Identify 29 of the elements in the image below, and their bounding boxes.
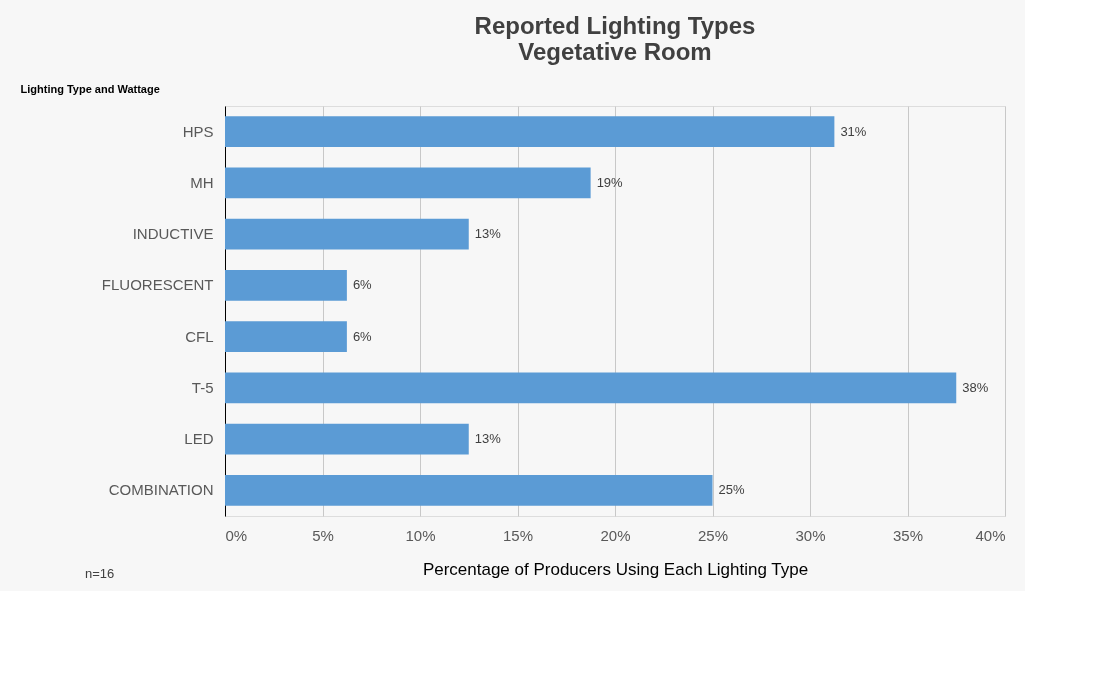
x-tick-label: 25% bbox=[697, 526, 729, 544]
x-tick-label: 35% bbox=[892, 526, 924, 544]
x-tick-label: 30% bbox=[795, 526, 826, 544]
data-label: 13% bbox=[474, 431, 502, 447]
x-tick-label: 5% bbox=[312, 526, 334, 544]
x-tick-label: 40% bbox=[975, 526, 1006, 544]
y-tick-label: INDUCTIVE bbox=[132, 225, 214, 243]
y-tick-label: HPS bbox=[182, 122, 214, 140]
data-label: 6% bbox=[352, 277, 373, 293]
data-label: 6% bbox=[352, 328, 373, 344]
text: n=16 bbox=[85, 566, 115, 581]
chart-title: Reported Lighting Types Vegetative Room bbox=[474, 12, 756, 65]
x-tick-label: 20% bbox=[600, 526, 631, 544]
x-tick-label: 10% bbox=[405, 526, 436, 544]
data-label: 25% bbox=[718, 482, 745, 498]
y-tick-label: MH bbox=[190, 173, 214, 191]
data-label: 38% bbox=[962, 379, 989, 395]
y-tick-label: CFL bbox=[185, 327, 214, 345]
y-axis-title: Lighting Type and Wattage bbox=[20, 82, 160, 95]
data-label: 19% bbox=[596, 174, 624, 190]
x-axis-title: Percentage of Producers Using Each Lighting Type bbox=[422, 559, 809, 579]
data-label: 31% bbox=[840, 123, 867, 139]
data-label: 13% bbox=[474, 226, 502, 242]
y-tick-label: T-5 bbox=[191, 378, 214, 396]
y-tick-label: LED bbox=[184, 430, 214, 448]
y-tick-label: FLUORESCENT bbox=[101, 276, 214, 294]
x-tick-label: 15% bbox=[502, 526, 534, 544]
x-tick-label: 0% bbox=[225, 526, 248, 544]
y-tick-label: COMBINATION bbox=[108, 481, 214, 499]
